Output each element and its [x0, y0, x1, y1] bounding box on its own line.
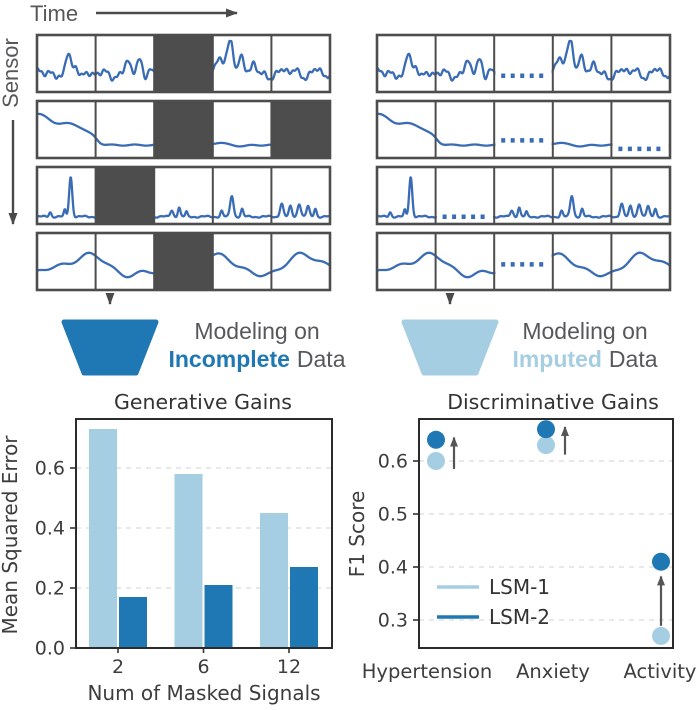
y-tick-label: 0.6 — [378, 451, 408, 473]
imputed-panel — [495, 102, 552, 157]
plot-border — [75, 418, 333, 649]
plot-border — [418, 418, 674, 649]
signal-row — [35, 231, 332, 292]
bar-chart-ylabel: Mean Squared Error — [0, 435, 22, 635]
y-tick-label: 0.6 — [35, 458, 65, 480]
incomplete-highlight: Incomplete — [168, 346, 289, 372]
masked-panel — [154, 233, 213, 290]
incomplete-rest: Data — [297, 346, 346, 372]
time-axis-label: Time — [30, 1, 78, 26]
y-tick-label: 0.4 — [35, 518, 65, 540]
x-tick-label: 6 — [197, 656, 209, 678]
bar-chart-xlabel: Num of Masked Signals — [87, 681, 320, 705]
dot-lsm2 — [537, 420, 555, 439]
y-tick-label: 0.4 — [378, 557, 408, 579]
imputed-panel — [495, 234, 552, 289]
signal-row — [35, 99, 332, 160]
masked-panel — [154, 101, 213, 158]
dot-lsm2 — [652, 552, 670, 571]
masked-panel — [95, 167, 155, 224]
imputed-sensor-grid — [375, 33, 672, 292]
scatter-plot-area: 0.3 0.4 0.5 0.6 LSM-1 LSM-2 Hypertension Anxiet… — [362, 418, 696, 683]
bar-lsm1 — [89, 429, 117, 648]
imputed-panel — [495, 36, 552, 91]
row-background — [377, 167, 670, 224]
incomplete-caption-line2: Incomplete Data — [168, 346, 345, 372]
row-border — [375, 99, 672, 160]
dot-lsm2 — [427, 430, 445, 449]
x-category-label: Anxiety — [516, 660, 590, 683]
row-border — [35, 33, 332, 94]
x-category-label: Hypertension — [362, 660, 492, 683]
masked-sensor-grid — [35, 33, 332, 292]
signal-row — [375, 231, 672, 292]
row-border — [35, 165, 332, 226]
row-border — [375, 165, 672, 226]
scatter-chart-title: Discriminative Gains — [447, 390, 659, 414]
x-category-label: Activity — [624, 660, 696, 683]
dot-lsm1 — [427, 452, 445, 470]
legend-label-lsm1: LSM-1 — [489, 575, 550, 599]
bar-lsm1 — [260, 513, 288, 648]
bar-chart-title: Generative Gains — [114, 390, 292, 414]
bar-lsm2 — [290, 567, 318, 648]
discriminative-gains-chart: Discriminative Gains F1 Score 0.30.40.50… — [348, 390, 696, 683]
sensor-signal-line — [376, 176, 671, 219]
signal-row — [375, 99, 672, 160]
legend-label-lsm2: LSM-2 — [489, 605, 550, 629]
bar-lsm2 — [204, 585, 233, 648]
imputed-caption-line2: Imputed Data — [512, 346, 657, 372]
sensor-axis-label: Sensor — [0, 38, 23, 108]
y-tick-label: 0.0 — [35, 638, 65, 660]
bar-lsm2 — [119, 597, 147, 648]
signal-row — [375, 33, 672, 94]
row-border — [35, 231, 332, 292]
signal-row — [35, 33, 332, 94]
signal-row — [35, 165, 332, 226]
scatter-chart-ylabel: F1 Score — [348, 491, 369, 578]
bar-plot-area: 0.0 0.2 0.4 0.6 2 6 12 — [35, 418, 333, 678]
masked-panel — [154, 35, 213, 92]
x-tick-label: 2 — [112, 656, 124, 678]
imputed-model-funnel-icon — [401, 319, 499, 376]
y-tick-label: 0.5 — [378, 504, 408, 526]
sensor-signal-line — [36, 176, 331, 219]
masked-panel — [271, 101, 330, 158]
row-background — [37, 167, 330, 224]
row-border — [35, 99, 332, 160]
generative-gains-chart: Generative Gains Mean Squared Error Num … — [0, 390, 333, 705]
signal-row — [375, 165, 672, 226]
imputed-caption-line1: Modeling on — [522, 318, 647, 344]
imputed-highlight: Imputed — [512, 346, 601, 372]
sensor-diagram: Time Sensor Modeling on Incomplete Data M… — [0, 1, 672, 376]
imputed-panel — [436, 168, 493, 223]
row-border — [375, 231, 672, 292]
imputed-rest: Data — [609, 346, 658, 372]
y-tick-label: 0.2 — [35, 578, 65, 600]
dot-lsm1 — [537, 436, 555, 455]
x-tick-label: 12 — [277, 656, 301, 678]
incomplete-caption-line1: Modeling on — [194, 318, 319, 344]
row-border — [375, 33, 672, 94]
bar-lsm1 — [174, 474, 203, 648]
dot-lsm1 — [652, 626, 670, 645]
y-tick-label: 0.3 — [378, 610, 408, 632]
incomplete-model-funnel-icon — [61, 319, 159, 376]
